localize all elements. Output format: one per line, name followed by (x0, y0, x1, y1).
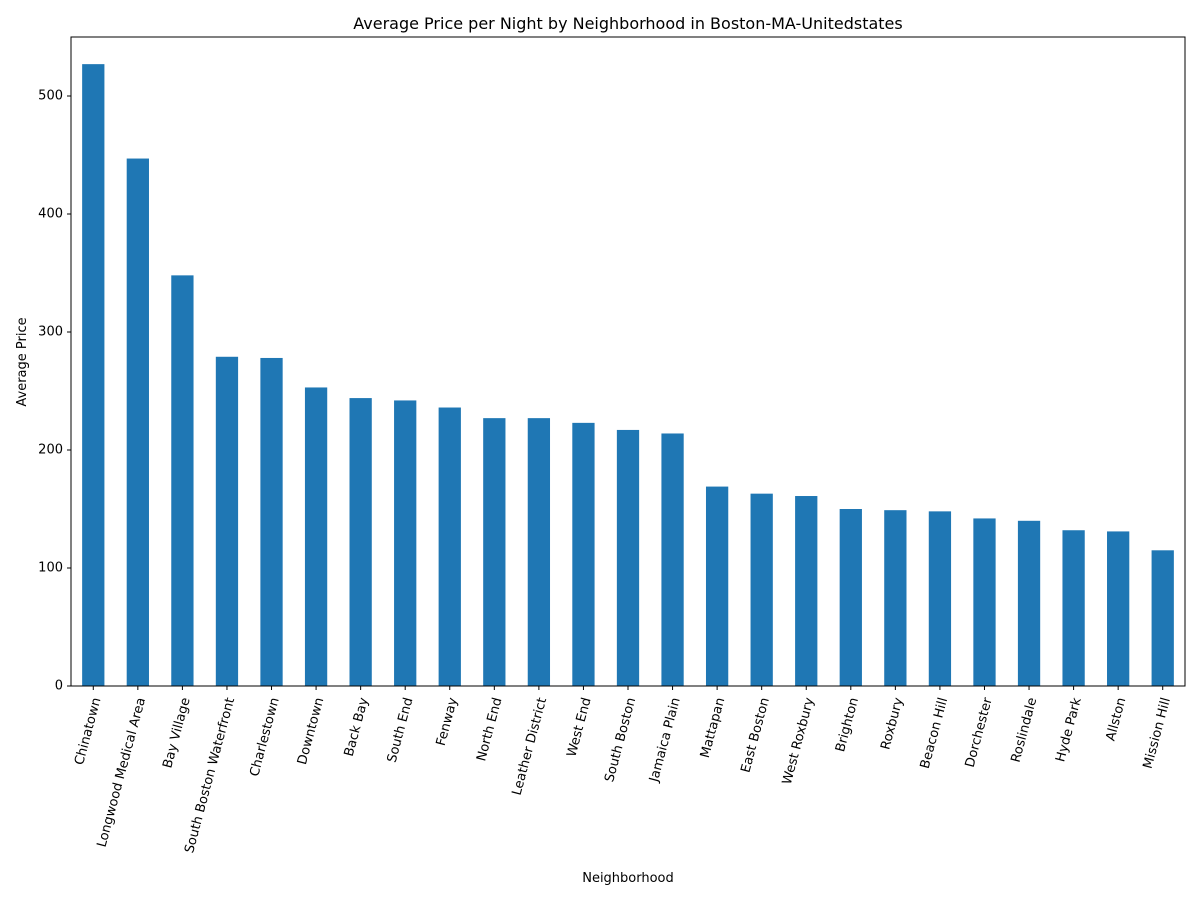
bar-jamaica-plain (661, 433, 684, 686)
x-tick-label: South Boston (602, 696, 639, 784)
bar-beacon-hill (928, 511, 952, 686)
y-axis-title: Average Price (15, 317, 30, 406)
bar-fenway (438, 407, 461, 686)
bar-west-roxbury (795, 496, 818, 686)
bar-roxbury (884, 510, 907, 686)
x-tick-label: Beacon Hill (918, 696, 951, 770)
x-tick-label: Brighton (833, 696, 862, 754)
x-tick-label: Roslindale (1009, 696, 1041, 764)
bar-west-end (572, 422, 595, 686)
bar-roslindale (1017, 520, 1041, 686)
x-axis-title: Neighborhood (582, 871, 674, 886)
bar-dorchester (973, 518, 996, 686)
bar-charlestown (260, 357, 283, 686)
y-tick-label: 100 (38, 561, 63, 576)
bar-east-boston (750, 493, 773, 686)
x-tick-label: South End (385, 696, 417, 764)
bar-brighton (839, 509, 862, 686)
x-tick-label: Hyde Park (1053, 696, 1085, 764)
bar-leather-district (527, 418, 551, 686)
y-tick-label: 300 (38, 325, 63, 340)
bar-north-end (483, 418, 506, 686)
y-tick-label: 0 (55, 679, 63, 694)
x-tick-label: East Boston (738, 696, 772, 774)
x-tick-label: Longwood Medical Area (95, 696, 149, 849)
bar-chinatown (82, 64, 105, 686)
x-tick-label: Jamaica Plain (647, 696, 684, 784)
x-tick-label: Back Bay (342, 696, 372, 758)
x-tick-label: Bay Village (160, 696, 193, 770)
bar-south-end (394, 400, 417, 686)
y-tick-label: 400 (38, 207, 63, 222)
bar-downtown (304, 387, 328, 686)
bar-south-boston (616, 429, 640, 686)
x-tick-label: Chinatown (72, 696, 104, 767)
x-tick-label: North End (474, 696, 505, 763)
x-tick-label: Dorchester (963, 695, 996, 769)
bar-longwood-medical-area (126, 158, 149, 687)
bar-allston (1107, 531, 1130, 686)
x-tick-label: Downtown (295, 696, 327, 766)
y-axis: 0 100 200 300 400 500 (38, 89, 71, 694)
bar-bay-village (171, 275, 194, 686)
x-tick-label: West End (564, 696, 594, 759)
y-tick-label: 200 (38, 443, 63, 458)
bar-south-boston-waterfront (215, 356, 239, 686)
bar-hyde-park (1062, 530, 1085, 686)
x-tick-label: Allston (1103, 696, 1129, 743)
x-tick-label: West Roxbury (780, 696, 818, 786)
x-tick-label: Fenway (434, 696, 461, 748)
x-tick-label: Mattapan (698, 696, 728, 760)
bar-back-bay (349, 398, 372, 686)
y-tick-label: 500 (38, 89, 63, 104)
bars-layer (82, 64, 1174, 687)
bar-mission-hill (1151, 550, 1174, 686)
x-tick-label: Charlestown (247, 696, 282, 778)
x-tick-label: South Boston Waterfront (182, 696, 238, 855)
plot-frame (70, 36, 1186, 687)
x-tick-label: Mission Hill (1141, 696, 1174, 770)
chart-title: Average Price per Night by Neighborhood … (353, 14, 902, 33)
x-tick-label: Leather District (510, 696, 550, 797)
bar-mattapan (705, 486, 729, 686)
x-tick-label: Roxbury (878, 696, 906, 752)
